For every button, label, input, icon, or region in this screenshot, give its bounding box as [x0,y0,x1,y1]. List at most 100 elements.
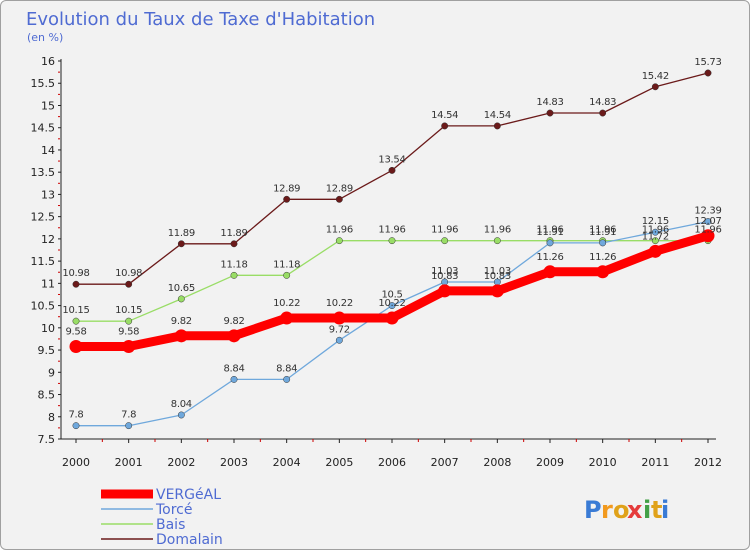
data-point [704,218,712,225]
data-point [388,302,396,310]
x-tick-label: 2009 [536,456,564,469]
data-label: 11.96 [642,225,669,236]
data-point [388,166,396,174]
x-tick-label: 2011 [641,456,669,469]
y-tick-label: 9 [48,366,55,379]
data-point [651,83,659,91]
data-label: 15.73 [694,57,721,68]
data-label: 11.91 [589,227,616,238]
data-point [651,237,659,245]
data-point [230,375,238,383]
data-label: 14.83 [536,97,563,108]
data-point [177,411,185,419]
data-label: 12.89 [273,183,300,194]
data-point [388,237,396,245]
series-layer [69,69,715,430]
y-tick-label: 12.5 [31,211,56,224]
data-label: 11.03 [431,266,458,277]
x-tick-label: 2002 [167,456,195,469]
data-point [125,317,133,325]
data-label: 14.83 [589,97,616,108]
data-label: 10.5 [381,290,402,301]
chart-title: Evolution du Taux de Taxe d'Habitation [26,9,375,30]
data-label: 11.89 [220,228,247,239]
y-tick-label: 11 [41,277,55,290]
data-label: 10.83 [431,271,458,282]
data-point [546,239,554,247]
data-point [122,340,136,354]
data-label: 8.84 [223,363,244,374]
x-tick-label: 2001 [115,456,143,469]
data-point [701,229,715,243]
data-label: 11.96 [589,225,616,236]
data-label: 10.65 [168,283,195,294]
y-tick-label: 12 [41,233,55,246]
data-label: 11.91 [536,227,563,238]
data-point [174,329,188,343]
data-label: 10.98 [115,268,142,279]
y-tick-label: 14 [41,144,55,157]
data-label: 7.8 [68,410,83,421]
data-point [125,422,133,430]
y-tick-label: 10.5 [31,300,56,313]
data-point [546,109,554,117]
data-label: 10.22 [273,298,300,309]
data-point [177,295,185,303]
data-point [490,284,504,298]
logo-letter: P [584,496,602,524]
data-point [335,237,343,245]
data-label: 9.82 [223,316,244,327]
y-tick-label: 8 [48,411,55,424]
data-label: 12.15 [642,216,669,227]
y-tick-label: 8.5 [38,389,56,402]
data-point [335,195,343,203]
y-tick-label: 7.5 [38,433,56,446]
data-label: 10.15 [115,305,142,316]
logo-letter: i [661,496,669,524]
data-label: 10.98 [62,268,89,279]
data-label: 9.82 [171,316,192,327]
data-label: 11.96 [484,225,511,236]
data-label: 8.04 [171,399,192,410]
data-label: 10.22 [378,298,405,309]
data-label: 11.96 [378,225,405,236]
data-point [441,122,449,130]
legend-label: Torcé [155,502,193,518]
data-label: 10.15 [62,305,89,316]
data-point [543,265,557,279]
data-label: 13.54 [378,154,405,165]
data-point [599,109,607,117]
logo-letter: t [651,496,662,524]
y-tick-label: 10 [41,322,55,335]
data-point [385,311,399,325]
x-tick-label: 2000 [62,456,90,469]
data-point [596,265,610,279]
data-label: 9.72 [329,324,350,335]
data-point [177,240,185,248]
data-label: 11.96 [431,225,458,236]
data-point [441,237,449,245]
data-label: 11.03 [484,266,511,277]
data-point [230,240,238,248]
x-tick-label: 2005 [325,456,353,469]
legend-label: Domalain [156,532,223,548]
data-label: 11.72 [642,231,669,242]
data-label: 11.26 [589,252,616,263]
x-tick-label: 2010 [589,456,617,469]
data-label: 14.54 [484,110,511,121]
y-tick-label: 11.5 [31,255,56,268]
data-point [69,340,83,354]
data-label: 8.84 [276,363,297,374]
y-tick-label: 13.5 [31,166,56,179]
data-label: 11.96 [326,225,353,236]
data-label: 11.89 [168,228,195,239]
data-label: 12.07 [694,216,721,227]
y-tick-label: 16 [41,55,55,68]
data-point [648,244,662,258]
data-label: 12.39 [694,206,721,217]
chart-subtitle: (en %) [27,31,63,44]
data-point [493,237,501,245]
data-label: 14.54 [431,110,458,121]
